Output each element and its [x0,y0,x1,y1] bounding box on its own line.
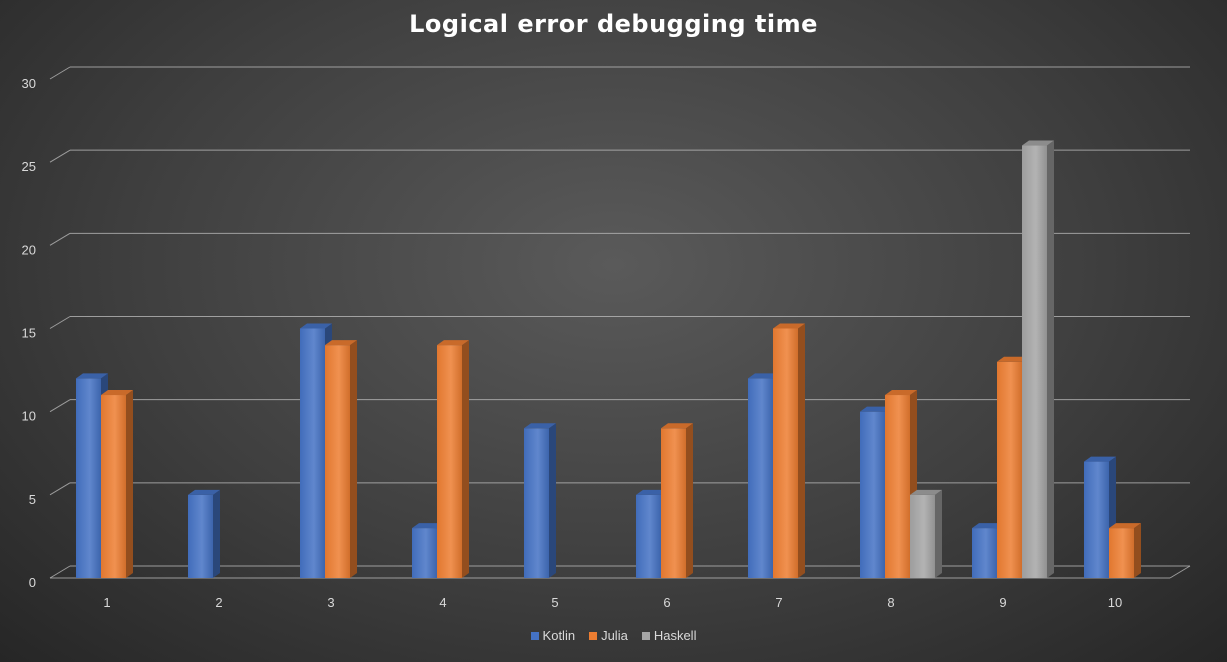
legend-item-haskell: Haskell [641,628,697,643]
bar-kotlin [188,494,213,578]
bar-kotlin [636,494,661,578]
bar-julia [101,395,126,578]
bar-top-haskell [1022,140,1054,146]
y-tick-label: 15 [22,326,36,341]
x-tick-label: 9 [999,595,1006,610]
bar-side-kotlin [549,423,556,578]
gridline-depth [49,149,71,163]
bar-top-julia [325,340,357,346]
floor-edge-right [1169,565,1191,579]
x-tick-label: 7 [775,595,782,610]
bar-kotlin [412,528,437,578]
x-tick-label: 5 [551,595,558,610]
bar-kotlin [76,378,101,578]
x-tick-label: 3 [327,595,334,610]
bar-side-haskell [1047,140,1054,579]
bar-julia [437,345,462,578]
bar-kotlin [524,428,549,578]
y-tick-label: 0 [29,575,36,590]
y-tick-label: 5 [29,492,36,507]
bar-kotlin [972,528,997,578]
bar-top-julia [101,390,133,396]
y-tick-label: 30 [22,76,36,91]
bar-top-kotlin [636,489,668,495]
bar-side-julia [462,340,469,578]
legend-item-julia: Julia [589,628,628,643]
bar-top-kotlin [76,373,108,379]
x-tick-label: 4 [439,595,446,610]
y-tick-label: 25 [22,159,36,174]
bar-julia [1109,528,1134,578]
bar-top-kotlin [412,523,444,529]
bar-top-julia [997,356,1029,362]
bar-julia [997,361,1022,578]
bar-top-julia [773,323,805,329]
bar-kotlin [860,411,885,578]
bar-side-kotlin [213,489,220,578]
bar-top-kotlin [188,489,220,495]
bar-top-kotlin [524,423,556,429]
bar-julia [325,345,350,578]
bar-julia [661,428,686,578]
y-tick-label: 20 [22,242,36,257]
bar-kotlin [1084,461,1109,578]
bar-haskell [910,494,935,578]
bar-side-julia [686,423,693,578]
bar-side-julia [126,390,133,578]
bar-side-julia [1134,523,1141,578]
legend-swatch [589,631,598,640]
gridline-depth [49,399,71,413]
chart-title: Logical error debugging time [409,10,818,38]
bar-top-kotlin [748,373,780,379]
legend-label: Haskell [653,628,697,643]
gridline-depth [49,232,71,246]
gridline-depth [49,66,71,80]
legend-swatch [530,631,539,640]
bar-side-julia [350,340,357,578]
bar-top-kotlin [860,406,892,412]
x-tick-label: 6 [663,595,670,610]
bar-side-julia [798,323,805,578]
bar-side-haskell [935,489,942,578]
bar-top-julia [1109,523,1141,529]
bar-julia [885,395,910,578]
bar-top-julia [661,423,693,429]
bar-haskell [1022,145,1047,579]
bar-top-julia [885,390,917,396]
bar-kotlin [748,378,773,578]
bar-kotlin [300,328,325,578]
x-tick-label: 2 [215,595,222,610]
legend-label: Kotlin [542,628,576,643]
x-tick-label: 10 [1108,595,1122,610]
bar-top-haskell [910,489,942,495]
bar-top-kotlin [972,523,1004,529]
legend-label: Julia [601,628,628,643]
x-tick-label: 8 [887,595,894,610]
bar-top-kotlin [1084,456,1116,462]
chart-legend: Kotlin Julia Haskell [0,628,1227,643]
gridline-depth [49,482,71,496]
legend-item-kotlin: Kotlin [530,628,576,643]
bar-julia [773,328,798,578]
gridline-depth [49,316,71,329]
y-tick-label: 10 [22,409,36,424]
gridline-depth [49,565,71,579]
x-tick-label: 1 [103,595,110,610]
bar-top-kotlin [300,323,332,329]
bar-top-julia [437,340,469,346]
legend-swatch [641,631,650,640]
